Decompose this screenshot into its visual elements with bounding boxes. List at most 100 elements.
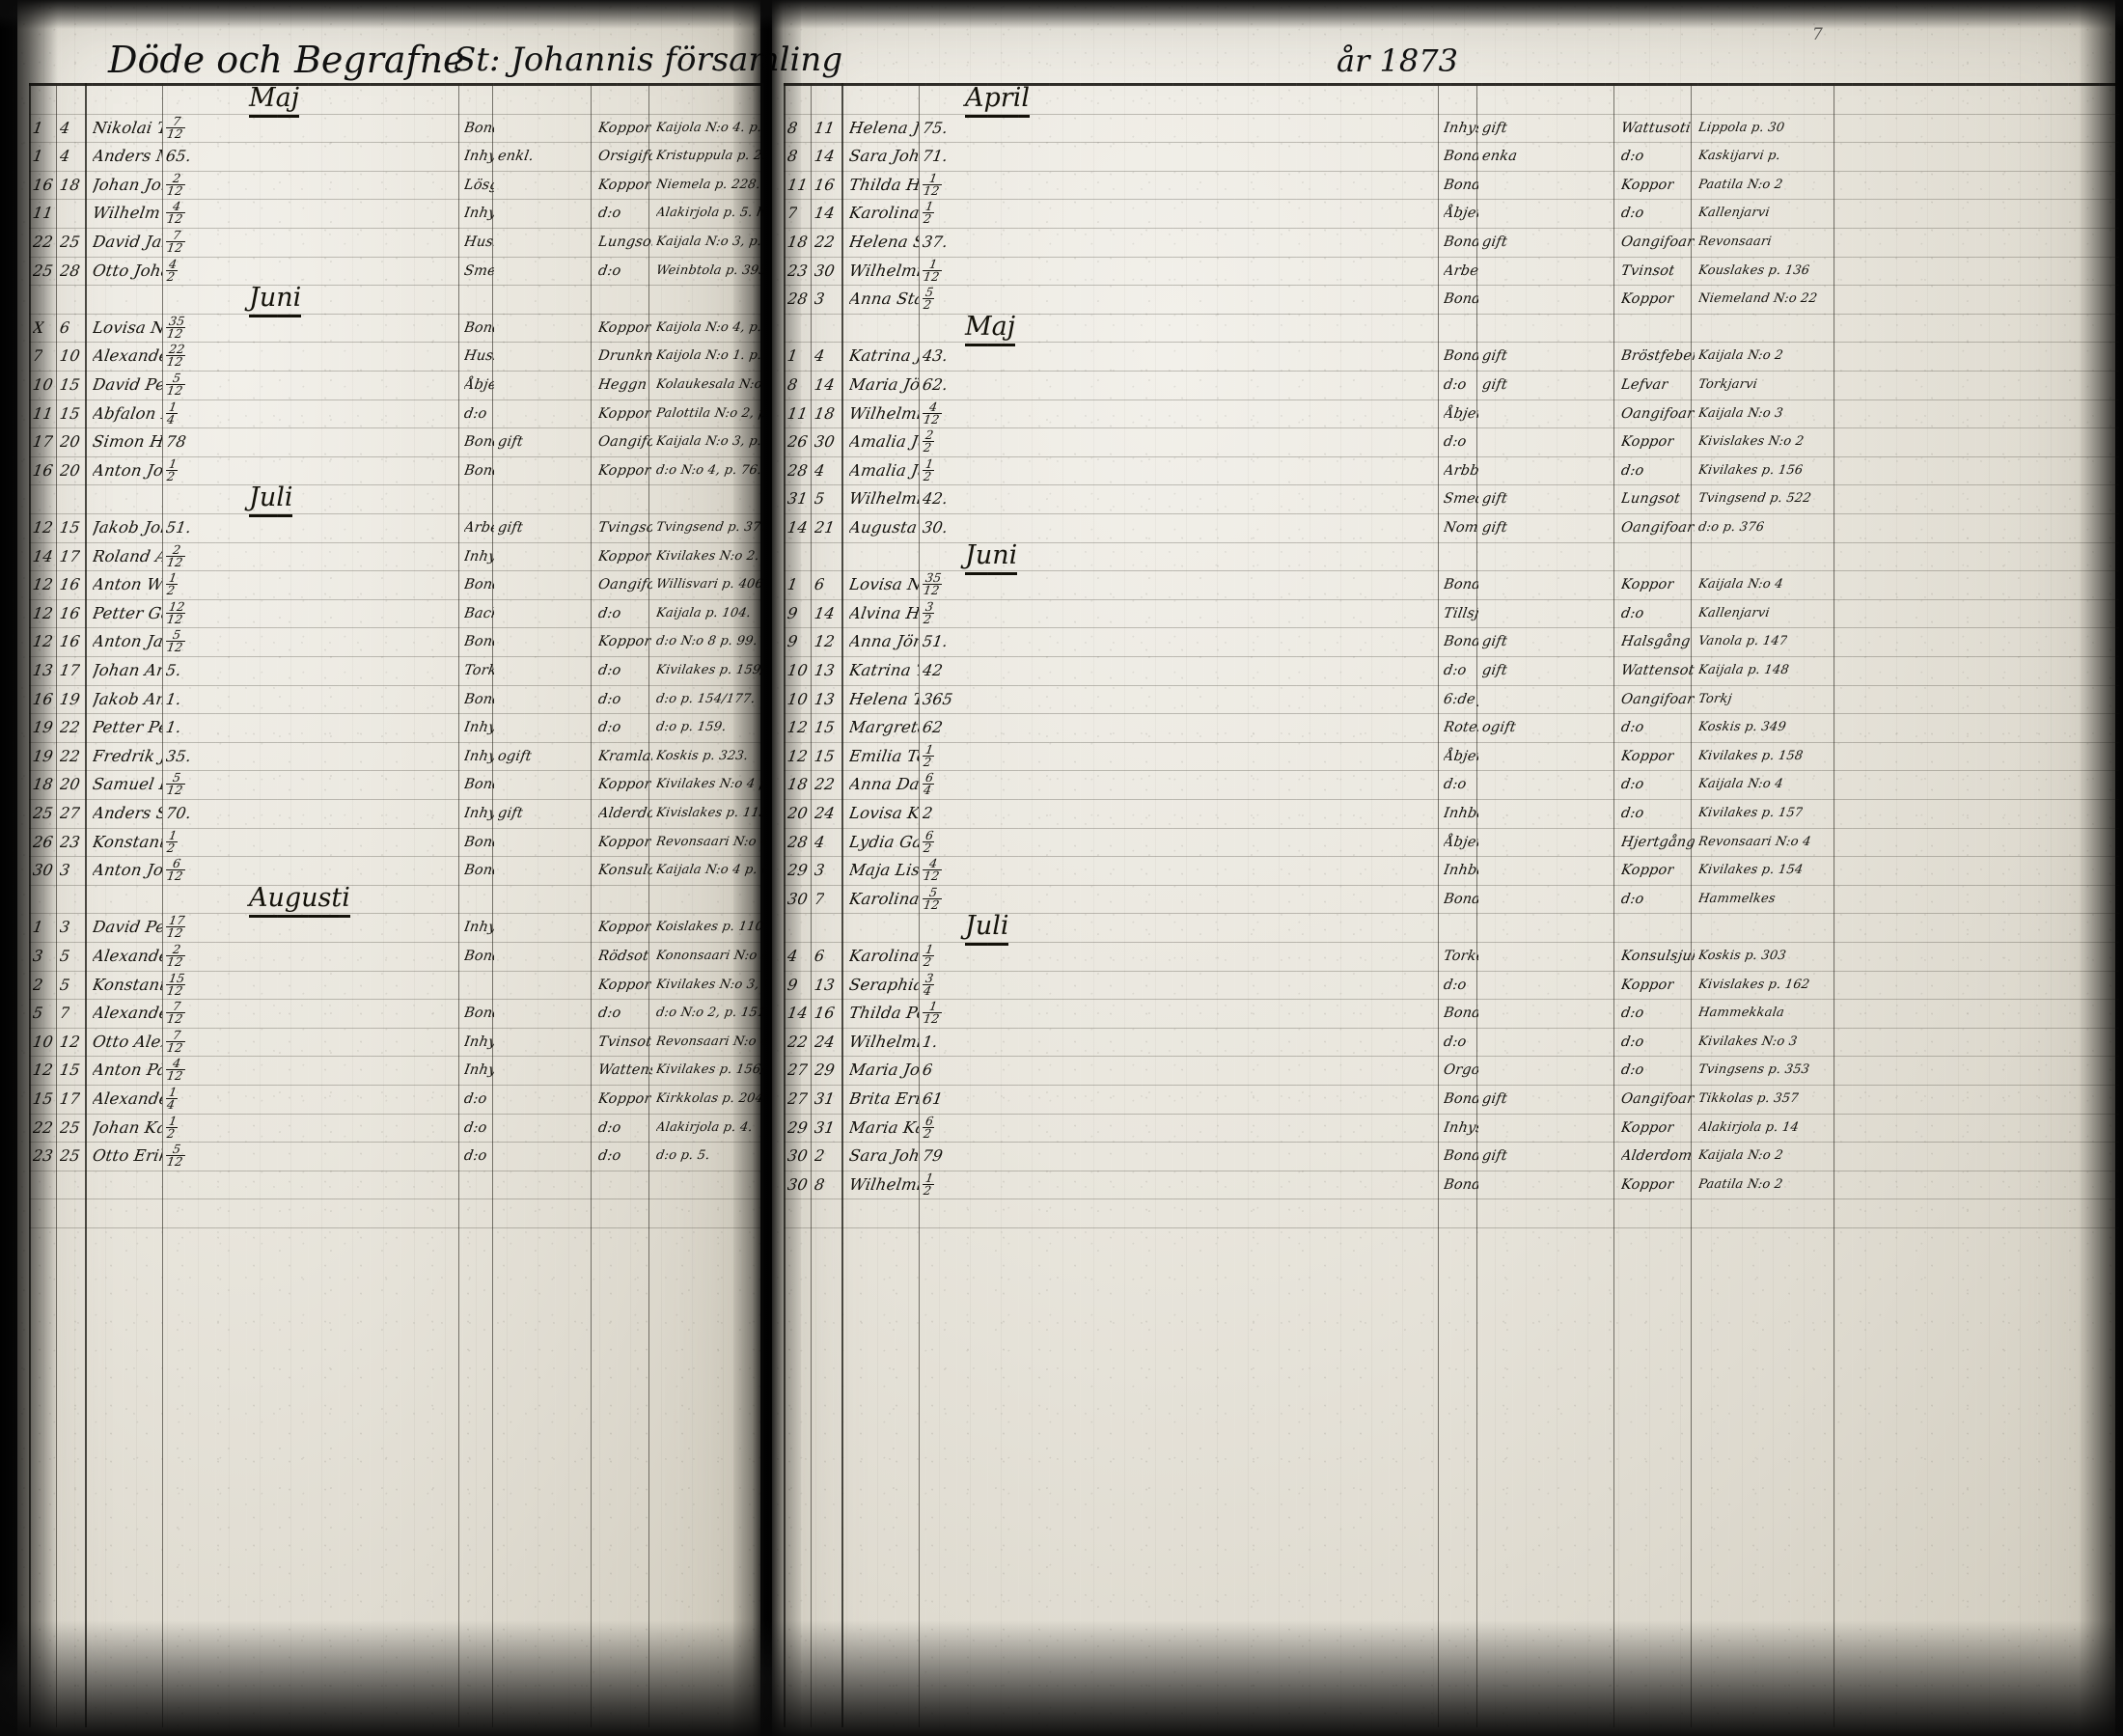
register-row[interactable]: 11 16 Thilda Hoffmansdotter Kouvonen112 Bon…	[0, 171, 1782, 200]
register-row[interactable]: X6 Lovisa Nikolaisd:r Loikas3512 Bondbarn K…	[0, 314, 766, 343]
occupation: Inhysinge	[1444, 120, 1478, 136]
register-row[interactable]: 14 17 Roland Andersson Leikinen212 Inhyseba…	[0, 542, 762, 571]
age: 1 12	[923, 171, 943, 200]
deceased-name: Thilda Pettersd:r Surkkonen	[849, 1004, 919, 1023]
register-row[interactable]: 28 4 Amalia Jakobsd:r Kaijanen12 Arbbebarn d…	[0, 456, 1803, 485]
reference: Vanola p. 147	[1698, 634, 1788, 649]
register-row[interactable]: 27 29 Maria Johansd:r Ritkkonen6 Orgonbarn d…	[0, 1056, 1809, 1085]
register-row[interactable]: 14 16 Thilda Pettersd:r Surkkonen112 Bondeb…	[0, 999, 1784, 1028]
age: 75.	[923, 118, 949, 137]
register-row[interactable]: 46 Karolina Abrahamsd:r Seppälä12 Torkebar…	[0, 942, 1786, 971]
civil-status: gift	[1482, 234, 1507, 250]
register-row[interactable]: 26 30 Amalia Johansd:r Kaukonen22 d:o Koppor…	[0, 427, 1804, 456]
occupation: Bondehustru	[1444, 634, 1478, 650]
reference: Torkj	[1698, 691, 1732, 706]
age: 1 12	[923, 257, 943, 286]
register-row[interactable]: 29 3 Maja Lisa Jakobsd:r Kaukonen412 Inhbar…	[0, 856, 1803, 885]
burial-day: 17	[60, 546, 80, 565]
civil-status: gift	[1482, 348, 1507, 365]
cause-of-death: Koppor	[1621, 863, 1674, 879]
cause-of-death: Tvinsot	[1621, 262, 1675, 279]
age: 35 12	[166, 314, 186, 343]
cause-of-death: Oangifoart	[1621, 520, 1695, 536]
register-row[interactable]: 12 15 Margreta Eriksd:r Weyrylainen62 Roteh…	[0, 713, 1786, 742]
register-row[interactable]: 22 24 Wilhelmina Mattsd:r Karhu1. d:o d:o Kiv…	[0, 1028, 1797, 1057]
deceased-name: David Pettersson Kolkkonen	[93, 918, 162, 937]
deceased-name: Amalia Johansd:r Kaukonen	[849, 432, 919, 452]
register-row[interactable]: 18 22 Anna Davidsdotter Loikas64 d:o d:o Kaij…	[0, 770, 1783, 799]
death-day: 23	[787, 261, 808, 280]
age: 6	[923, 1061, 933, 1080]
deceased-name: Wilhelmina Johansd:r Lindqvist	[849, 489, 919, 509]
death-day: 28	[787, 289, 808, 309]
death-day: 29	[787, 1117, 808, 1137]
cause-of-death: Koppor	[1621, 291, 1674, 308]
death-day: 30	[787, 1174, 808, 1194]
register-row[interactable]: 9 13 Seraphia Kaalikoski34 d:o Koppor Kivisla…	[0, 971, 1809, 1000]
burial-day: 14	[814, 204, 835, 223]
age: 5 12	[923, 885, 943, 914]
death-day: 12	[787, 746, 808, 765]
register-row[interactable]: 16 Lovisa Nikolaisd:r Loikas3512 Bondebarn…	[0, 570, 1783, 599]
cause-of-death: Alderdom	[1621, 1148, 1693, 1165]
reference: Kallenjarvi	[1698, 605, 1770, 620]
occupation: Arbetskarlsbarn	[1444, 262, 1478, 279]
cause-of-death: d:o	[1621, 1006, 1644, 1022]
cause-of-death: Koppor	[1621, 977, 1674, 993]
register-row[interactable]: 14 21 Augusta Sofia Donaldsdotter, för Sva…	[0, 513, 1764, 542]
register-row[interactable]: 9 14 Alvina Hejsbsd:r Suikki32 Tillsjusbonn…	[0, 599, 1770, 628]
register-row[interactable]: 23 30 Wilhelmina Hermansdotter Walkonen112…	[0, 257, 1809, 286]
burial-day: 24	[814, 1032, 835, 1051]
register-row[interactable]: 10 13 Helena Thomasd:r Heuri365 6:de Jonasb…	[0, 685, 1732, 714]
cause-of-death: Oangifoart	[1621, 1091, 1695, 1107]
reference: Kallenjarvi	[1698, 206, 1770, 221]
burial-day: 14	[814, 603, 835, 622]
register-row[interactable]: 8 14 Sara Johansdotter Hodrkkö, för Hallan…	[0, 142, 1780, 171]
register-row[interactable]: 7 14 Karolina Gustafsdotter Haltin12 Åbjens…	[0, 199, 1770, 228]
register-row[interactable]: 8 11 Helena Jonasdotter Lipponen75. Inhysin…	[0, 114, 1784, 143]
register-row[interactable]: 18 22 Helena Sjuinsd:r Reponen, född Styck…	[0, 228, 1772, 257]
reference: Hammekkala	[1698, 1006, 1784, 1021]
occupation: Bondehustru	[1444, 1148, 1478, 1165]
register-row[interactable]: 9 12 Anna Jöransd:r Karhusj:för Kosonen51.…	[0, 627, 1787, 656]
age: 61	[923, 1089, 943, 1108]
register-row[interactable]: 30 2 Sara Johansd:r Paakkanen, för Kondlo7…	[0, 1142, 1783, 1171]
register-row[interactable]: 11 18 Wilhelmina Hörkki412 Åbjensbonn Oangif…	[0, 400, 1783, 428]
cause-of-death: Koppor	[1621, 577, 1674, 593]
deceased-name: Wilhelmina Mattsd:r Karhu	[849, 1032, 919, 1051]
burial-day: 4	[814, 460, 825, 480]
cause-of-death: Konsulsjukan	[1621, 949, 1695, 964]
reference: Alakirjola p. 14	[1698, 1119, 1799, 1135]
register-row[interactable]: 27 31 Brita Eriksd:r för Karhusj:s Karhu61…	[0, 1085, 1799, 1114]
occupation: Bondehustru	[1444, 234, 1478, 250]
reference: Kivilakes p. 158	[1698, 748, 1804, 763]
register-row[interactable]: 29 31 Maria Karlsd:r Weyrylainen62 Inhysesb…	[0, 1114, 1799, 1143]
death-day: 9	[787, 632, 798, 651]
register-row[interactable]: 28 4 Lydia Gabrielsd:r Karvanen62 Åbjensbon…	[0, 828, 1810, 857]
reference: Kivilakes N:o 2.	[656, 548, 759, 564]
register-row[interactable]: 13 David Pettersson Kolkkonen1712 Inhysesb…	[0, 913, 766, 942]
reference: Kaijola N:o 4, p. 72.	[656, 319, 766, 335]
register-row[interactable]: 20 24 Lovisa Kurki 2 Inhbarn d:o Kivilakes p. …	[0, 799, 1803, 828]
burial-day: 30	[814, 261, 835, 280]
register-row[interactable]: 28 3 Anna Staffansd:r Hafonen52 Bondebarn Ko…	[0, 285, 1817, 314]
death-day: 9	[787, 603, 798, 622]
deceased-name: Brita Eriksd:r för Karhusj:s Karhu	[849, 1089, 919, 1108]
register-row[interactable]: 14 Katrina Johansd:r Reponen, f:d Hörkkö4…	[0, 342, 1783, 371]
register-row[interactable]: 31 5 Wilhelmina Johansd:r Lindqvist42. Smed…	[0, 484, 1811, 513]
register-row[interactable]: 30 7 Karolina Abrahamsd:r Kasölainen512 Bon…	[0, 885, 1776, 914]
deceased-name: Margreta Eriksd:r Weyrylainen	[849, 718, 919, 737]
deceased-name: Lovisa Nikolaisd:r Loikas	[93, 317, 162, 337]
burial-day: 3	[814, 289, 825, 309]
register-row[interactable]: 30 8 Wilhelmina Kaukonen12 Bondesonbonn Kopp…	[0, 1171, 1782, 1199]
burial-day: 4	[814, 346, 825, 366]
register-row[interactable]: 10 13 Katrina Thomasd:r Heiri, född Pasasa…	[0, 656, 1789, 685]
register-row[interactable]: 8 14 Maria Jöransd:r Lenkkerisj:s Hörkkö62…	[0, 371, 1757, 400]
burial-day: 12	[814, 632, 835, 651]
year-label: år 1873	[1337, 42, 1458, 79]
reference: Kaijala N:o 4	[1698, 777, 1783, 792]
